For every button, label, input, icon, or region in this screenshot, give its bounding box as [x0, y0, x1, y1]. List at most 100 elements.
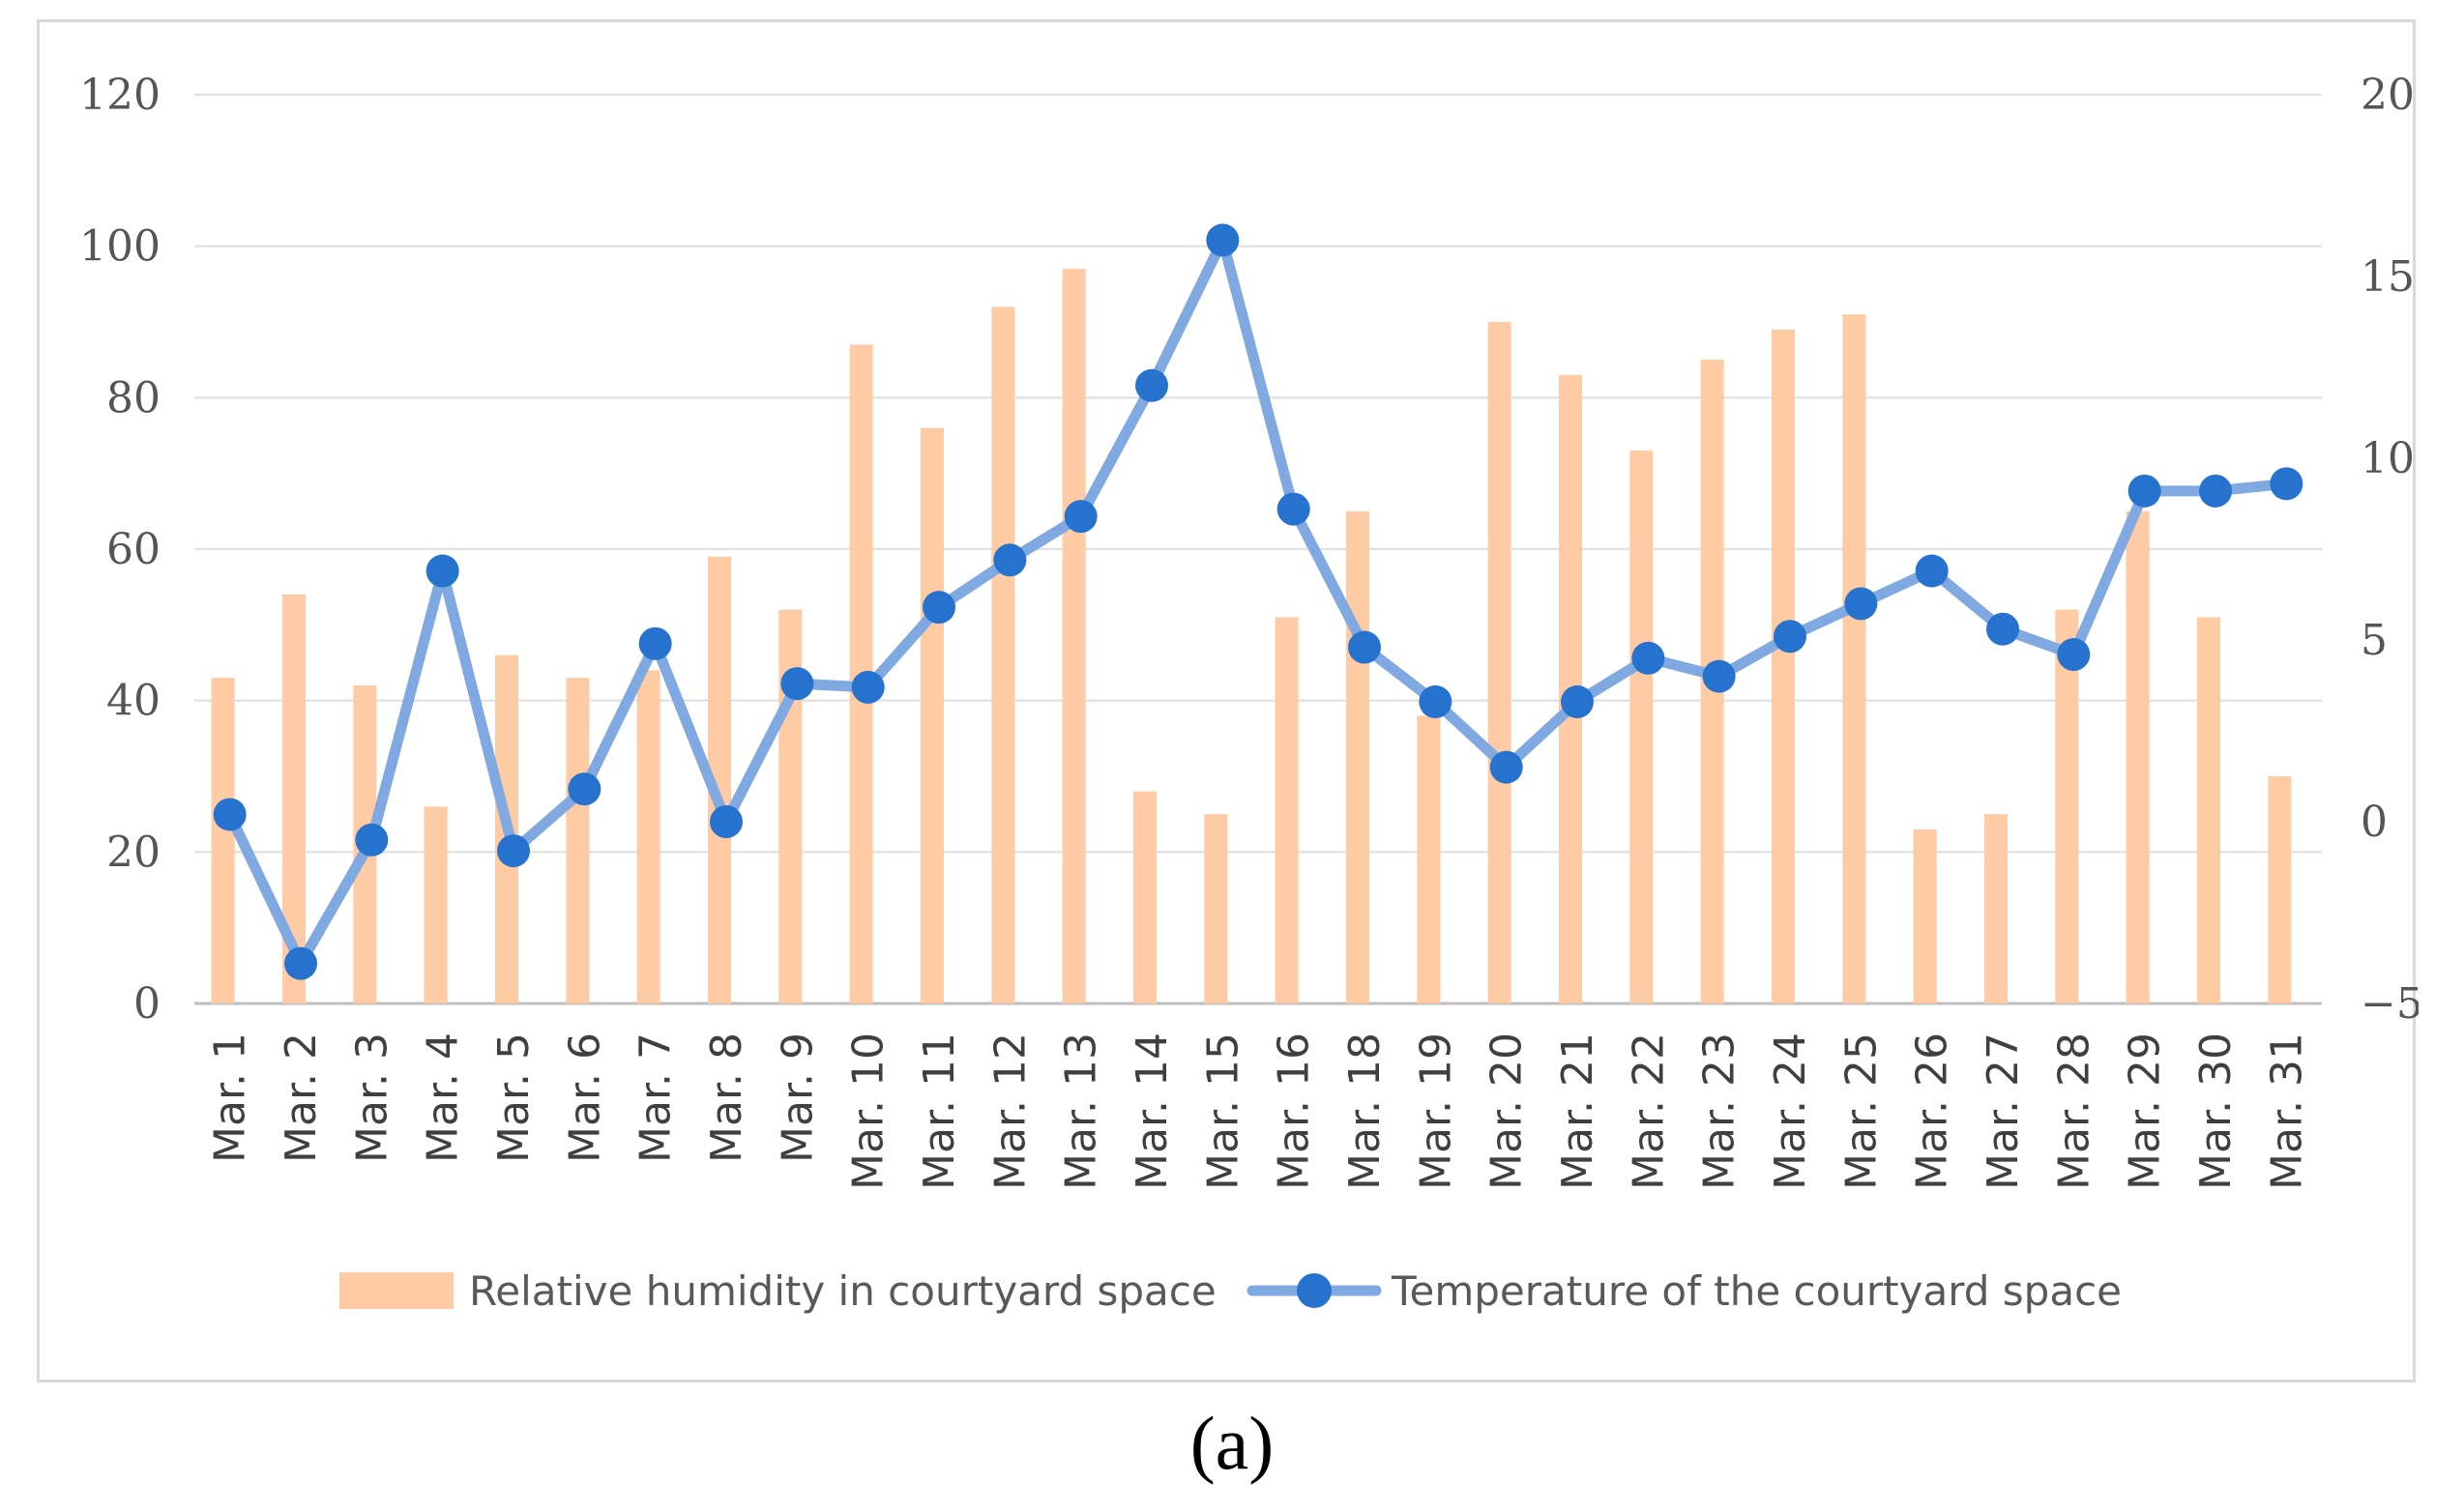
humidity-bar: [424, 806, 448, 1003]
x-tick-label: Mar. 19: [1411, 1032, 1460, 1190]
temperature-point: [2199, 474, 2232, 508]
temperature-point: [355, 823, 389, 857]
legend-label-temperature: Temperature of the courtyard space: [1391, 1267, 2122, 1315]
x-tick-label: Mar. 27: [1979, 1032, 2028, 1190]
humidity-bar: [1062, 269, 1086, 1003]
x-tick-label: Mar. 11: [915, 1032, 964, 1190]
x-tick-label: Mar. 2: [277, 1032, 326, 1163]
temperature-point: [1631, 641, 1665, 675]
temperature-point: [851, 670, 885, 704]
humidity-bar: [1275, 617, 1299, 1003]
x-tick-label: Mar. 22: [1624, 1032, 1673, 1190]
x-tick-label: Mar. 3: [347, 1032, 396, 1163]
x-tick-label: Mar. 4: [419, 1032, 468, 1163]
x-tick-label: Mar. 13: [1057, 1032, 1106, 1190]
x-tick-label: Mar. 10: [844, 1032, 894, 1190]
x-tick-label: Mar. 7: [631, 1032, 681, 1163]
temperature-point: [1561, 684, 1594, 718]
legend-label-humidity: Relative humidity in courtyard space: [469, 1267, 1217, 1315]
temperature-point: [1206, 223, 1240, 257]
temperature-polyline: [224, 234, 2292, 970]
legend-swatch-temperature-marker: [1297, 1273, 1332, 1308]
x-tick-label: Mar. 5: [489, 1032, 539, 1163]
humidity-bar: [1984, 814, 2008, 1003]
temperature-point: [923, 591, 955, 625]
x-tick-label: Mar. 15: [1198, 1032, 1247, 1190]
left-tick-label: 0: [133, 979, 161, 1029]
temperature-point: [1702, 659, 1736, 693]
x-tick-label: Mar. 8: [702, 1032, 751, 1163]
temperature-point: [638, 626, 672, 660]
temperature-point: [1915, 554, 1949, 588]
right-axis: −5 0 5 10 15 20: [2361, 71, 2419, 1029]
humidity-bar: [2055, 609, 2079, 1003]
temperature-point: [1489, 750, 1523, 784]
temperature-point: [497, 834, 530, 868]
left-tick-label: 40: [106, 677, 161, 726]
temperature-point: [1774, 620, 1806, 654]
x-tick-label: Mar. 20: [1482, 1032, 1532, 1190]
humidity-bar: [1772, 329, 1795, 1003]
left-tick-label: 100: [79, 222, 161, 272]
temperature-point: [425, 554, 459, 588]
left-tick-label: 20: [106, 828, 161, 877]
left-tick-label: 80: [106, 373, 161, 422]
right-tick-label: 5: [2361, 616, 2388, 665]
temperature-point: [1986, 612, 2019, 646]
humidity-bar: [1204, 814, 1228, 1003]
right-tick-label: 10: [2361, 434, 2415, 483]
humidity-bar: [1913, 829, 1937, 1003]
gridlines: [194, 93, 2322, 1005]
x-tick-label: Mar. 16: [1270, 1032, 1319, 1190]
x-tick-label: Mar. 29: [2121, 1032, 2170, 1190]
humidity-bar: [211, 678, 235, 1003]
humidity-bar: [2268, 776, 2292, 1003]
temperature-point: [284, 946, 317, 980]
humidity-bars: [211, 269, 2292, 1004]
x-tick-label: Mar. 12: [985, 1032, 1035, 1190]
humidity-bar: [1842, 314, 1866, 1004]
right-tick-label: 0: [2361, 798, 2388, 847]
temperature-line: [213, 223, 2303, 980]
x-tick-label: Mar. 25: [1836, 1032, 1886, 1190]
temperature-point: [1844, 587, 1878, 621]
x-tick-label: Mar. 18: [1340, 1032, 1390, 1190]
humidity-bar: [1417, 715, 1441, 1003]
temperature-point: [710, 805, 743, 838]
right-tick-label: −5: [2361, 979, 2419, 1029]
humidity-bar: [1346, 510, 1369, 1003]
panel-label: (a): [1189, 1401, 1275, 1485]
x-tick-label: Mar. 21: [1553, 1032, 1602, 1190]
x-tick-label: Mar. 9: [773, 1032, 822, 1163]
x-tick-label: Mar. 23: [1695, 1032, 1745, 1190]
left-tick-label: 120: [79, 71, 161, 120]
x-tick-label: Mar. 24: [1766, 1032, 1815, 1190]
humidity-bar: [991, 306, 1015, 1003]
humidity-bar: [921, 427, 944, 1004]
right-tick-label: 20: [2361, 71, 2415, 120]
temperature-point: [2270, 467, 2303, 501]
x-axis-labels: Mar. 1 Mar. 2 Mar. 3 Mar. 4 Mar. 5 Mar. 6 Mar.…: [206, 1032, 2312, 1190]
legend-swatch-humidity: [339, 1272, 454, 1309]
x-tick-label: Mar. 31: [2262, 1032, 2311, 1190]
temperature-point: [1276, 492, 1310, 526]
temperature-point: [2057, 638, 2091, 672]
temperature-point: [1135, 368, 1168, 402]
temperature-point: [993, 543, 1027, 577]
x-tick-label: Mar. 6: [560, 1032, 609, 1163]
humidity-bar: [636, 670, 660, 1003]
left-tick-label: 60: [106, 525, 161, 574]
x-tick-label: Mar. 14: [1128, 1032, 1177, 1190]
left-axis: 0 20 40 60 80 100 120: [79, 71, 161, 1029]
temperature-point: [2127, 474, 2161, 508]
temperature-point: [1419, 684, 1452, 718]
humidity-bar: [1133, 791, 1157, 1003]
x-tick-label: Mar. 30: [2191, 1032, 2241, 1190]
humidity-bar: [2197, 617, 2220, 1003]
x-tick-label: Mar. 28: [2049, 1032, 2098, 1190]
right-tick-label: 15: [2361, 252, 2415, 302]
temperature-point: [780, 667, 814, 701]
temperature-point: [568, 772, 601, 806]
